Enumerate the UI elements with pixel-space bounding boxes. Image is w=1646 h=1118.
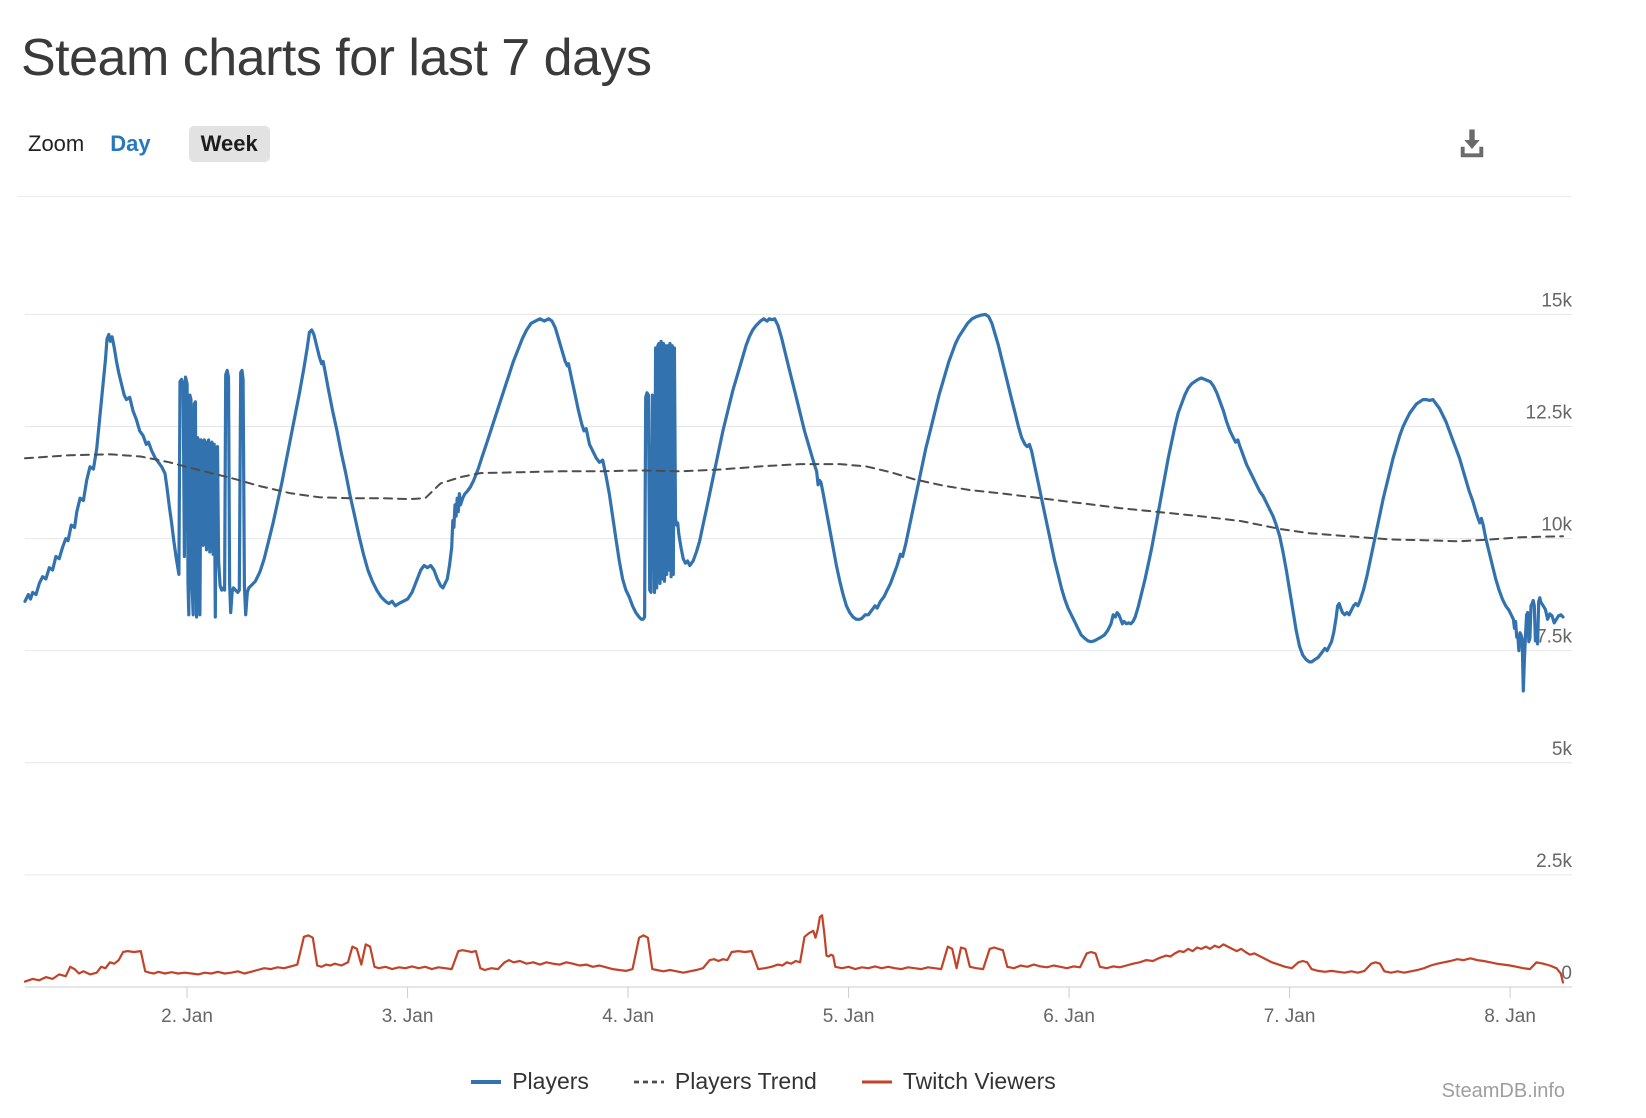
zoom-week-button[interactable]: Week (188, 126, 270, 162)
zoom-label: Zoom (28, 131, 85, 156)
page-title: Steam charts for last 7 days (21, 29, 652, 87)
chart-legend: Players Players Trend Twitch Viewers (0, 1068, 1526, 1095)
y-axis-label-7.5k: 7.5k (1536, 627, 1572, 648)
x-axis-label-3. Jan: 3. Jan (382, 1006, 434, 1027)
legend-item-twitch-viewers[interactable]: Twitch Viewers (861, 1068, 1056, 1095)
x-axis-label-2. Jan: 2. Jan (161, 1006, 213, 1027)
y-axis-label-12.5k: 12.5k (1526, 402, 1573, 423)
legend-item-players-trend[interactable]: Players Trend (633, 1068, 817, 1095)
legend-label: Players (512, 1068, 589, 1094)
x-axis-label-4. Jan: 4. Jan (602, 1006, 654, 1027)
download-icon (1460, 129, 1484, 157)
download-chart-button[interactable] (1450, 122, 1494, 166)
legend-swatch-players (471, 1079, 502, 1084)
legend-item-players[interactable]: Players (470, 1068, 589, 1095)
x-axis-label-8. Jan: 8. Jan (1484, 1006, 1536, 1027)
legend-label: Players Trend (674, 1068, 817, 1094)
legend-label: Twitch Viewers (902, 1068, 1056, 1094)
series-line-players-trend (24, 453, 1564, 543)
y-axis-label-0: 0 (1561, 963, 1572, 984)
x-axis-label-6. Jan: 6. Jan (1043, 1006, 1095, 1027)
legend-swatch-players-trend (633, 1080, 664, 1083)
zoom-day-button[interactable]: Day (110, 126, 162, 162)
x-axis-label-7. Jan: 7. Jan (1264, 1006, 1316, 1027)
y-axis-label-10k: 10k (1541, 515, 1572, 536)
x-axis-label-5. Jan: 5. Jan (823, 1006, 875, 1027)
header-divider (18, 196, 1572, 197)
y-axis-label-5k: 5k (1552, 739, 1573, 760)
steamdb-watermark: SteamDB.info (1441, 1080, 1565, 1102)
y-axis-label-15k: 15k (1541, 290, 1572, 311)
series-line-twitch-viewers (23, 914, 1565, 984)
zoom-controls: Zoom Day Week (28, 126, 270, 162)
legend-swatch-twitch-viewers (861, 1080, 892, 1083)
series-line-players (23, 312, 1565, 693)
y-axis-label-2.5k: 2.5k (1536, 851, 1572, 872)
